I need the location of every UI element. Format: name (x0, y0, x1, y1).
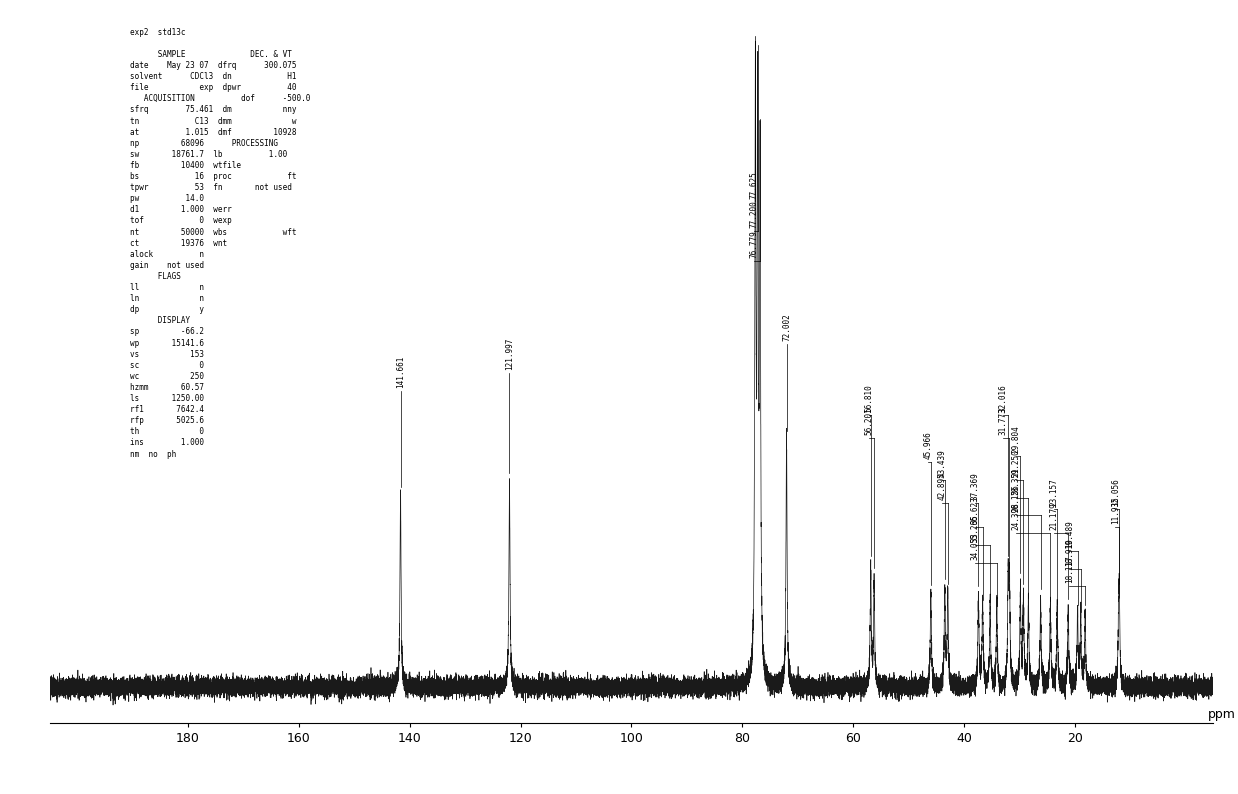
Text: 12.056: 12.056 (1110, 479, 1119, 507)
Text: 42.895: 42.895 (937, 472, 946, 500)
Text: 43.439: 43.439 (937, 449, 946, 477)
Text: ppm: ppm (1208, 707, 1236, 721)
Text: 36.623: 36.623 (971, 496, 979, 524)
Text: 121.997: 121.997 (505, 337, 514, 370)
Text: 29.804: 29.804 (1011, 426, 1020, 453)
Text: 18.117: 18.117 (1065, 556, 1073, 584)
Text: 34.053: 34.053 (971, 532, 979, 560)
Text: 24.398: 24.398 (1011, 503, 1020, 530)
Text: 77.625: 77.625 (749, 171, 759, 198)
Text: 56.810: 56.810 (864, 384, 873, 411)
Text: exp2  std13c

      SAMPLE              DEC. & VT
date    May 23 07  dfrq      3: exp2 std13c SAMPLE DEC. & VT date May 23… (130, 28, 311, 459)
Text: 72.002: 72.002 (782, 313, 791, 341)
Text: 35.265: 35.265 (971, 515, 979, 542)
Text: 37.369: 37.369 (971, 472, 979, 500)
Text: 56.201: 56.201 (864, 407, 873, 435)
Text: 21.179: 21.179 (1050, 503, 1058, 530)
Text: 31.773: 31.773 (999, 407, 1008, 435)
Text: 28.351: 28.351 (1011, 467, 1020, 495)
Text: 32.016: 32.016 (999, 384, 1008, 411)
Text: 45.966: 45.966 (924, 431, 932, 459)
Text: 141.661: 141.661 (396, 356, 405, 388)
Text: 76.779: 76.779 (749, 230, 759, 258)
Text: 18.910: 18.910 (1065, 538, 1073, 565)
Text: 11.935: 11.935 (1110, 496, 1119, 524)
Text: 77.200: 77.200 (749, 200, 759, 228)
Text: 23.157: 23.157 (1050, 479, 1058, 507)
Text: 19.489: 19.489 (1065, 520, 1073, 548)
Text: 29.250: 29.250 (1011, 449, 1020, 477)
Text: 26.156: 26.156 (1011, 484, 1020, 512)
